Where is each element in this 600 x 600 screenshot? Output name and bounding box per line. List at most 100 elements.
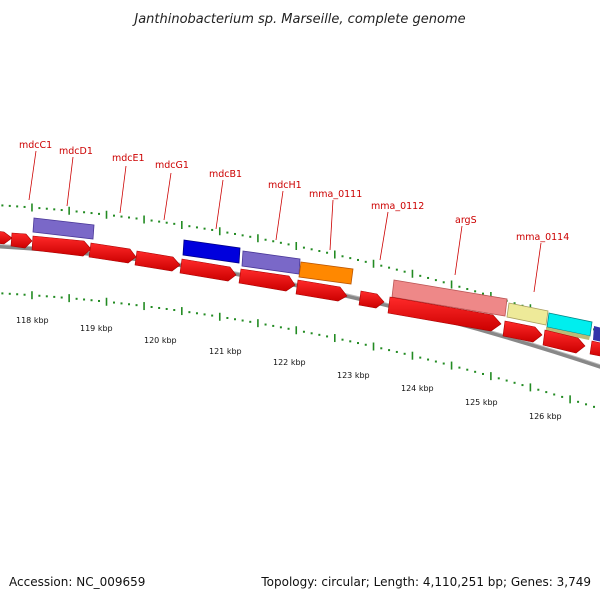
minor-tick	[474, 290, 477, 293]
minor-tick	[45, 207, 48, 210]
minor-tick	[482, 372, 484, 375]
minor-tick	[505, 379, 508, 382]
kbp-label: 124 kbp	[401, 384, 434, 393]
minor-tick	[561, 395, 564, 398]
gene-label-argS: argS	[455, 215, 477, 226]
minor-tick	[434, 279, 437, 282]
minor-tick	[241, 319, 244, 322]
minor-tick	[326, 335, 329, 338]
minor-tick	[8, 204, 11, 207]
gene-arrow	[134, 250, 181, 272]
minor-tick	[585, 403, 588, 406]
minor-tick	[310, 332, 313, 335]
minor-tick	[135, 217, 138, 220]
kbp-label: 121 kbp	[209, 347, 242, 356]
minor-tick	[364, 343, 367, 346]
minor-tick	[60, 209, 63, 212]
minor-tick	[1, 204, 4, 207]
minor-tick	[279, 241, 282, 244]
minor-tick	[226, 231, 229, 234]
minor-tick	[279, 326, 282, 329]
gene-label-mma0112: mma_0112	[371, 201, 424, 212]
minor-tick	[318, 250, 321, 253]
minor-tick	[83, 298, 86, 301]
minor-tick	[113, 301, 115, 304]
minor-tick	[395, 350, 398, 353]
minor-tick	[83, 211, 86, 214]
minor-tick	[165, 221, 168, 224]
gene-arrow	[589, 340, 600, 357]
kbp-label: 126 kbp	[529, 412, 562, 421]
gene-arrow	[31, 235, 92, 257]
minor-tick	[249, 235, 252, 238]
minor-tick	[419, 356, 422, 359]
minor-tick	[458, 366, 461, 369]
minor-tick	[158, 220, 161, 223]
minor-tick	[38, 294, 41, 297]
gene-arrow	[295, 279, 348, 302]
minor-tick	[380, 347, 383, 350]
feature-mdcB1	[182, 239, 241, 264]
feature-cyan-lower	[546, 327, 590, 340]
minor-tick	[60, 296, 63, 299]
minor-tick	[203, 227, 206, 230]
minor-tick	[553, 393, 556, 396]
gene-arrow	[502, 320, 543, 343]
minor-tick	[302, 246, 305, 249]
gene-label-mma0114: mma_0114	[516, 232, 569, 243]
gene-label-mdcH1: mdcH1	[268, 180, 302, 191]
minor-tick	[403, 270, 406, 273]
minor-tick	[188, 311, 191, 314]
minor-tick	[272, 324, 275, 327]
minor-tick	[53, 208, 56, 211]
minor-tick	[513, 381, 516, 384]
minor-tick	[23, 293, 26, 296]
minor-tick	[442, 281, 445, 284]
gene-arrow	[10, 232, 33, 249]
feature-navy	[593, 326, 600, 342]
minor-tick	[211, 314, 214, 317]
minor-tick	[474, 370, 477, 373]
minor-tick	[128, 303, 131, 306]
inner-tick-arc	[1, 291, 596, 408]
minor-tick	[545, 391, 548, 394]
minor-tick	[497, 377, 500, 380]
minor-tick	[287, 243, 290, 246]
feature-mma0114	[506, 302, 549, 326]
minor-tick	[75, 210, 78, 213]
minor-tick	[513, 302, 516, 305]
gene-label-mma0111: mma_0111	[309, 189, 362, 200]
kbp-label: 123 kbp	[337, 371, 370, 380]
feature-argS	[391, 279, 508, 317]
feature-track	[32, 217, 600, 342]
minor-tick	[427, 358, 430, 361]
map-title: Janthinobacterium sp. Marseille, complet…	[131, 12, 465, 27]
kbp-label: 119 kbp	[80, 324, 113, 333]
minor-tick	[90, 212, 93, 215]
minor-tick	[388, 349, 391, 352]
gene-arrow	[358, 290, 385, 309]
minor-tick	[403, 352, 406, 355]
minor-tick	[341, 338, 344, 341]
gene-label-mdcG1: mdcG1	[155, 160, 189, 171]
minor-tick	[395, 268, 398, 271]
minor-tick	[388, 266, 391, 269]
minor-tick	[38, 207, 41, 210]
gene-arrow	[542, 329, 586, 354]
minor-tick	[128, 216, 131, 219]
kbp-label: 120 kbp	[144, 336, 177, 345]
minor-tick	[264, 238, 267, 241]
minor-tick	[419, 274, 422, 277]
feature-mma0111	[298, 261, 354, 285]
minor-tick	[380, 264, 383, 267]
feature-mdcD1	[32, 217, 95, 240]
minor-tick	[537, 388, 540, 391]
gene-labels: mdcC1 mdcD1 mdcE1 mdcG1 mdcB1 mdcH1 mma_…	[19, 140, 569, 293]
gene-arrow	[179, 258, 237, 282]
minor-tick	[226, 316, 229, 319]
topology-text: Topology: circular; Length: 4,110,251 bp…	[260, 575, 591, 589]
kbp-label: 125 kbp	[465, 398, 498, 407]
minor-tick	[188, 225, 191, 228]
minor-tick	[53, 295, 56, 298]
